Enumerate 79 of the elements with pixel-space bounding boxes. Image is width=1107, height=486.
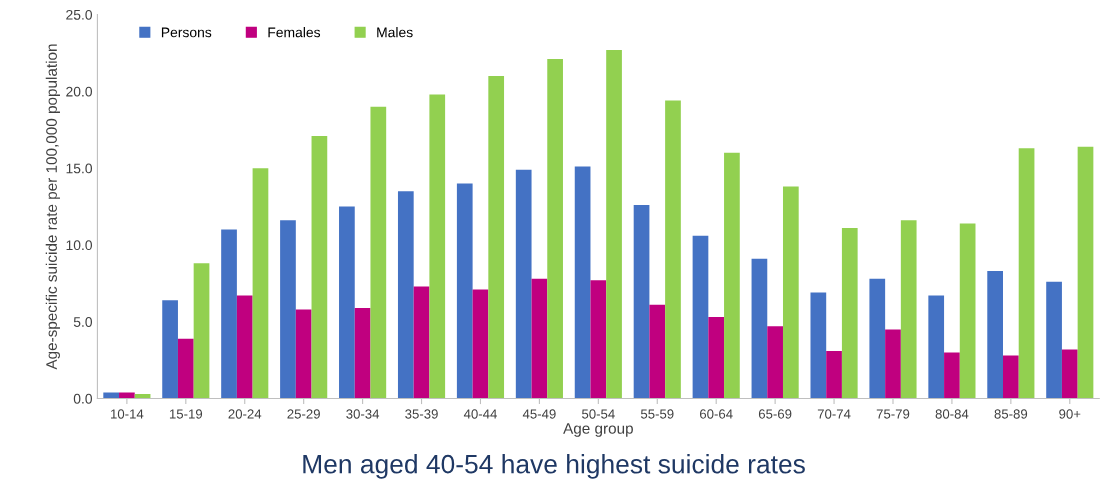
x-tick-label: 35-39	[405, 409, 438, 419]
bar	[252, 168, 269, 399]
bar	[885, 329, 901, 399]
x-tick-label: 65-69	[758, 409, 792, 419]
bar	[810, 292, 827, 399]
bar	[177, 338, 194, 399]
legend-label: Females	[268, 27, 321, 38]
bar	[649, 304, 666, 399]
bar	[429, 94, 446, 399]
x-tick-label: 45-49	[522, 409, 556, 419]
bar	[633, 205, 650, 399]
bar	[869, 278, 886, 399]
bar	[1018, 148, 1035, 399]
x-tick-label: 75-79	[876, 409, 910, 419]
x-tick-label: 85-89	[994, 409, 1028, 419]
bar	[236, 295, 253, 399]
x-tick-label: 50-54	[581, 409, 615, 419]
bar	[370, 106, 387, 399]
bar	[295, 309, 312, 399]
bar	[782, 186, 799, 399]
bar	[826, 350, 842, 399]
legend-label: Males	[377, 27, 413, 38]
text: Men aged 40-54 have highest suicide rates	[303, 454, 805, 479]
y-tick-label: 15.0	[66, 163, 93, 174]
bar	[987, 271, 1003, 399]
bar	[574, 166, 591, 399]
bar	[280, 220, 296, 399]
x-tick-label: 55-59	[640, 409, 674, 419]
bar	[103, 392, 120, 399]
x-tick-label: 30-34	[346, 409, 380, 419]
bar	[354, 307, 371, 399]
y-tick-label: 10.0	[66, 240, 93, 251]
legend-label: Persons	[161, 27, 212, 38]
bar	[928, 295, 945, 399]
bar	[944, 352, 960, 399]
x-tick-label: 60-64	[700, 409, 733, 419]
bar	[547, 59, 563, 399]
x-tick-label: 10-14	[111, 409, 144, 419]
y-tick-label: 20.0	[66, 86, 93, 97]
bar	[488, 76, 505, 399]
bar	[311, 135, 328, 399]
bar	[1003, 355, 1019, 399]
y-axis-title: Age-specific suicide rate per 100,000 population	[45, 44, 60, 370]
bar	[606, 49, 622, 399]
y-tick-label: 5.0	[73, 317, 93, 327]
bar	[959, 223, 976, 399]
x-tick-label: 25-29	[287, 409, 320, 419]
bar	[751, 258, 768, 399]
bar	[221, 229, 237, 399]
x-tick-label: 90+	[1059, 409, 1081, 419]
bar	[724, 152, 740, 399]
x-tick-label: 70-74	[817, 409, 851, 419]
bar	[1061, 349, 1078, 399]
y-tick-label: 25.0	[66, 9, 93, 20]
bar	[767, 326, 783, 399]
bar	[472, 289, 489, 399]
bar	[397, 191, 414, 399]
bar	[665, 100, 681, 399]
x-tick-label: 15-19	[169, 409, 203, 419]
bar	[708, 317, 725, 399]
bar	[413, 286, 430, 399]
bar	[515, 169, 532, 399]
x-tick-label: 40-44	[463, 409, 497, 419]
y-tick-label: 0.0	[73, 393, 93, 404]
bar	[590, 280, 607, 399]
x-axis-title: Age group	[563, 423, 633, 437]
bar	[531, 278, 548, 399]
bar	[119, 392, 135, 399]
bar	[900, 220, 917, 399]
bar	[162, 300, 178, 399]
bar	[456, 183, 473, 399]
bar	[1077, 146, 1094, 399]
x-tick-label: 20-24	[228, 409, 262, 419]
bar	[841, 228, 858, 399]
bar	[1046, 281, 1062, 399]
bar	[193, 263, 210, 399]
bar	[692, 235, 709, 399]
bar	[339, 206, 355, 399]
x-tick-label: 80-84	[935, 409, 969, 419]
